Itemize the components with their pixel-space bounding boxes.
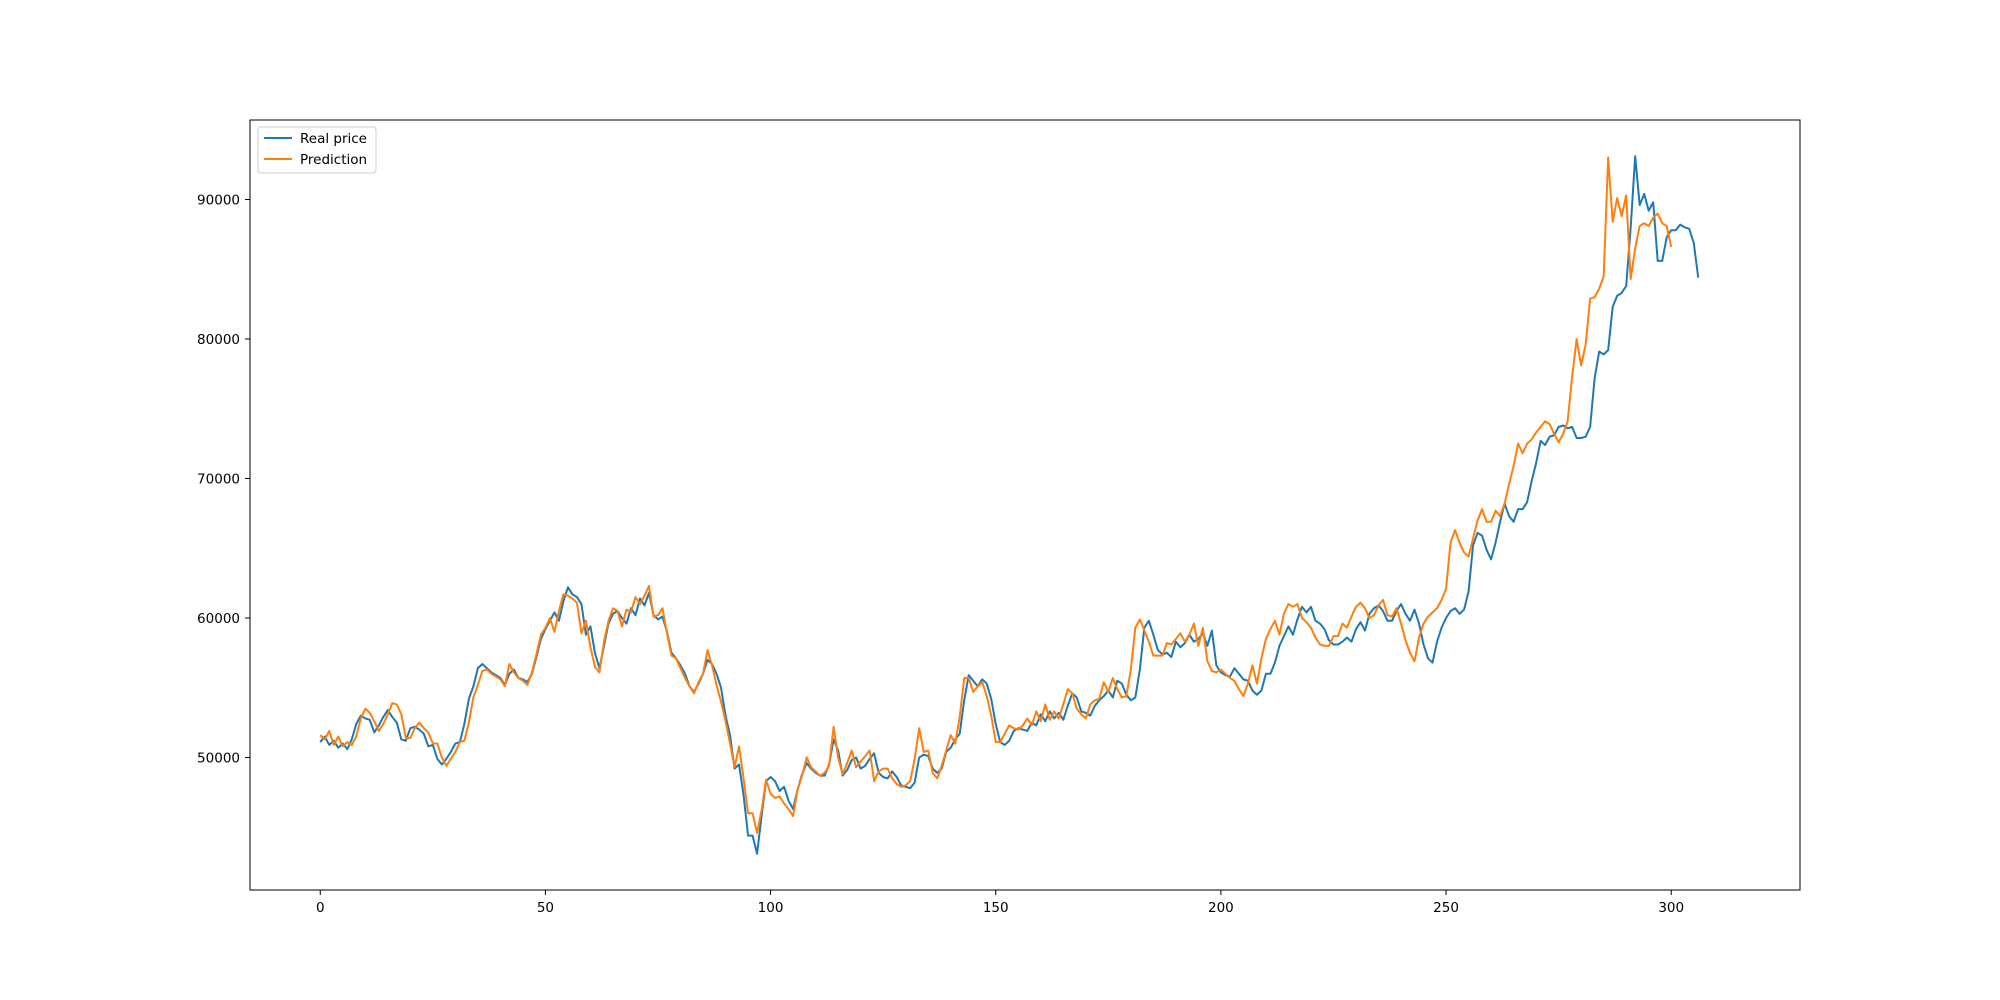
series-layer (319, 155, 1700, 855)
legend: Real price Prediction (257, 126, 377, 174)
y-tick-label: 90000 (197, 193, 240, 209)
legend-label-prediction: Prediction (300, 152, 367, 168)
x-tick-label: 100 (758, 900, 784, 916)
y-axis: 50000 60000 70000 80000 90000 (197, 193, 250, 766)
plot-frame (249, 119, 1801, 891)
y-tick-label: 70000 (197, 471, 240, 487)
x-tick-label: 0 (316, 900, 325, 916)
series-line-prediction (319, 156, 1673, 834)
x-tick-label: 250 (1433, 900, 1459, 916)
legend-label-real-price: Real price (300, 131, 367, 147)
y-tick-label: 80000 (197, 332, 240, 348)
y-tick-label: 50000 (197, 750, 240, 766)
x-tick-label: 300 (1658, 900, 1684, 916)
x-axis: 0 50 100 150 200 250 300 (316, 890, 1684, 916)
x-tick-label: 50 (537, 900, 554, 916)
x-tick-label: 150 (983, 900, 1009, 916)
y-tick-label: 60000 (197, 611, 240, 627)
x-tick-label: 200 (1208, 900, 1234, 916)
